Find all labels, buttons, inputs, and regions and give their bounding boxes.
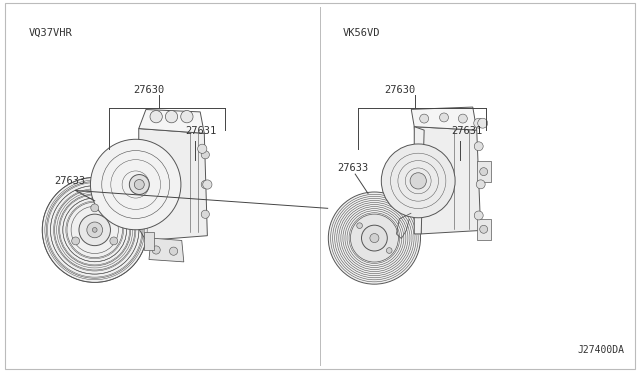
Circle shape bbox=[381, 144, 455, 218]
Circle shape bbox=[134, 180, 144, 189]
Circle shape bbox=[351, 214, 398, 262]
Circle shape bbox=[387, 248, 392, 253]
Circle shape bbox=[92, 228, 97, 232]
Text: 27630: 27630 bbox=[384, 85, 415, 95]
Text: 27630: 27630 bbox=[133, 85, 164, 95]
Text: 27633: 27633 bbox=[54, 176, 86, 186]
Circle shape bbox=[150, 110, 163, 123]
Circle shape bbox=[203, 180, 212, 189]
Circle shape bbox=[328, 192, 420, 284]
Polygon shape bbox=[414, 127, 481, 234]
Polygon shape bbox=[149, 238, 184, 262]
Circle shape bbox=[170, 247, 178, 255]
Polygon shape bbox=[412, 107, 477, 130]
Circle shape bbox=[79, 214, 111, 246]
Circle shape bbox=[91, 204, 99, 212]
Circle shape bbox=[370, 234, 379, 243]
Polygon shape bbox=[139, 129, 207, 240]
Circle shape bbox=[420, 114, 429, 123]
Circle shape bbox=[198, 144, 207, 153]
Circle shape bbox=[474, 118, 484, 128]
Circle shape bbox=[180, 110, 193, 123]
Circle shape bbox=[201, 180, 209, 189]
Polygon shape bbox=[414, 127, 424, 234]
Circle shape bbox=[476, 180, 485, 189]
Text: VQ37VHR: VQ37VHR bbox=[29, 28, 72, 38]
Polygon shape bbox=[477, 161, 491, 182]
Circle shape bbox=[480, 168, 488, 176]
Circle shape bbox=[90, 139, 181, 230]
Circle shape bbox=[362, 225, 387, 251]
Text: 27633: 27633 bbox=[337, 163, 369, 173]
Polygon shape bbox=[477, 219, 491, 240]
Circle shape bbox=[201, 210, 209, 218]
Circle shape bbox=[440, 113, 449, 122]
Circle shape bbox=[201, 151, 209, 159]
Circle shape bbox=[165, 110, 178, 123]
Circle shape bbox=[356, 223, 362, 228]
Text: J27400DA: J27400DA bbox=[577, 345, 624, 355]
Circle shape bbox=[72, 237, 79, 245]
Circle shape bbox=[477, 118, 488, 128]
Polygon shape bbox=[139, 109, 204, 133]
Circle shape bbox=[458, 114, 467, 123]
Circle shape bbox=[152, 246, 160, 254]
Circle shape bbox=[410, 173, 426, 189]
Text: VK56VD: VK56VD bbox=[342, 28, 380, 38]
Circle shape bbox=[87, 222, 102, 238]
Circle shape bbox=[480, 225, 488, 233]
Text: 27631: 27631 bbox=[186, 126, 217, 136]
Text: 27631: 27631 bbox=[451, 126, 483, 136]
Circle shape bbox=[474, 211, 483, 220]
Circle shape bbox=[474, 142, 483, 151]
Bar bbox=[144, 232, 154, 250]
Circle shape bbox=[110, 237, 118, 245]
Circle shape bbox=[42, 177, 147, 282]
Circle shape bbox=[129, 174, 149, 195]
